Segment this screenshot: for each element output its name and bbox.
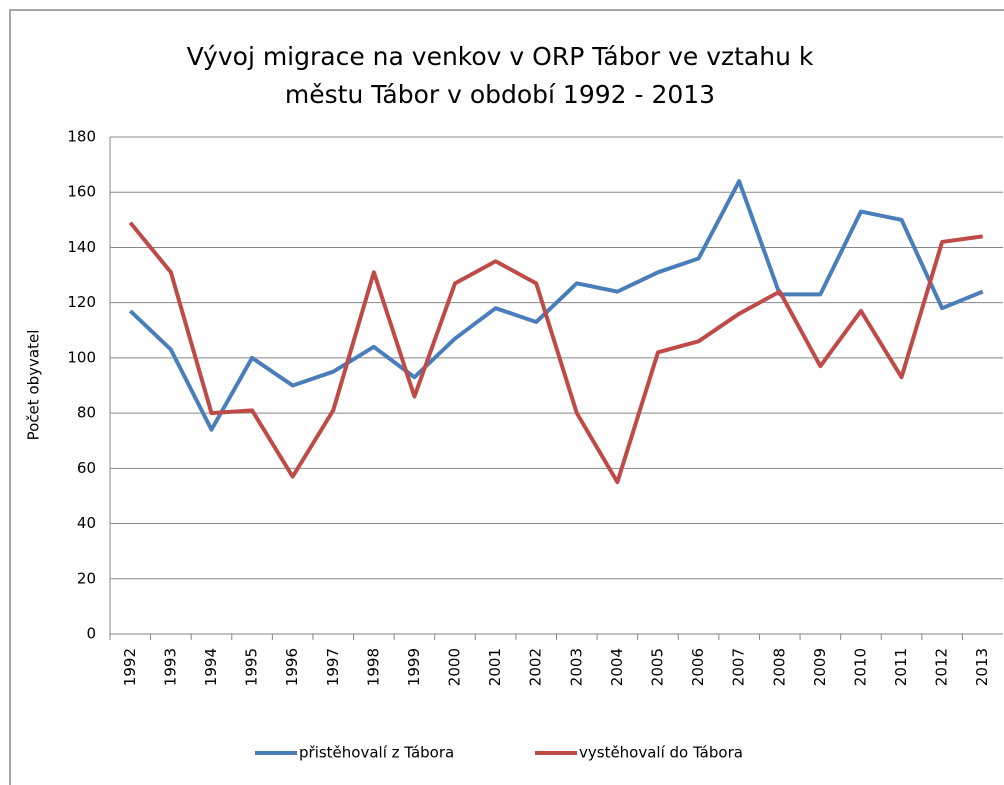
series-line (128, 179, 984, 432)
x-tick-label: 1992 (121, 648, 139, 686)
x-tick-label: 1998 (364, 648, 382, 686)
x-tick-label: 2009 (811, 648, 829, 686)
legend-label: vystěhovalí do Tábora (579, 744, 743, 762)
y-tick-label: 40 (77, 514, 96, 532)
x-tick-label: 2007 (730, 648, 748, 686)
x-tick-label: 1999 (405, 648, 423, 686)
x-tick-label: 2005 (648, 648, 666, 686)
y-axis-label: Počet obyvatel (25, 330, 43, 441)
x-tick-label: 1994 (202, 648, 220, 686)
chart-border (9, 9, 1004, 785)
y-tick-label: 80 (77, 404, 96, 422)
x-tick-label: 2013 (973, 648, 991, 686)
chart-title: Vývoj migrace na venkov v ORP Tábor ve v… (187, 42, 814, 109)
y-tick-label: 120 (67, 293, 96, 311)
y-tick-label: 60 (77, 459, 96, 477)
x-tick-label: 2004 (608, 648, 626, 686)
x-tick-label: 1996 (283, 648, 301, 686)
y-tick-label: 160 (67, 183, 96, 201)
y-tick-label: 0 (86, 625, 96, 643)
x-tick-label: 2011 (892, 648, 910, 686)
x-tick-label: 2000 (446, 648, 464, 686)
y-tick-label: 140 (67, 238, 96, 256)
legend-label: přistěhovalí z Tábora (299, 744, 454, 762)
y-tick-label: 20 (77, 569, 96, 587)
x-tick-label: 2002 (527, 648, 545, 686)
y-tick-label: 180 (67, 128, 96, 146)
x-tick-label: 1997 (324, 648, 342, 686)
x-tick-label: 2006 (689, 648, 707, 686)
x-tick-label: 1993 (161, 648, 179, 686)
y-tick-label: 100 (67, 348, 96, 366)
x-tick-label: 2003 (567, 648, 585, 686)
x-tick-label: 2010 (851, 648, 869, 686)
series-line (128, 221, 983, 485)
x-tick-label: 2008 (770, 648, 788, 686)
x-tick-label: 2012 (933, 648, 951, 686)
x-tick-label: 2001 (486, 648, 504, 686)
x-tick-label: 1995 (243, 648, 261, 686)
